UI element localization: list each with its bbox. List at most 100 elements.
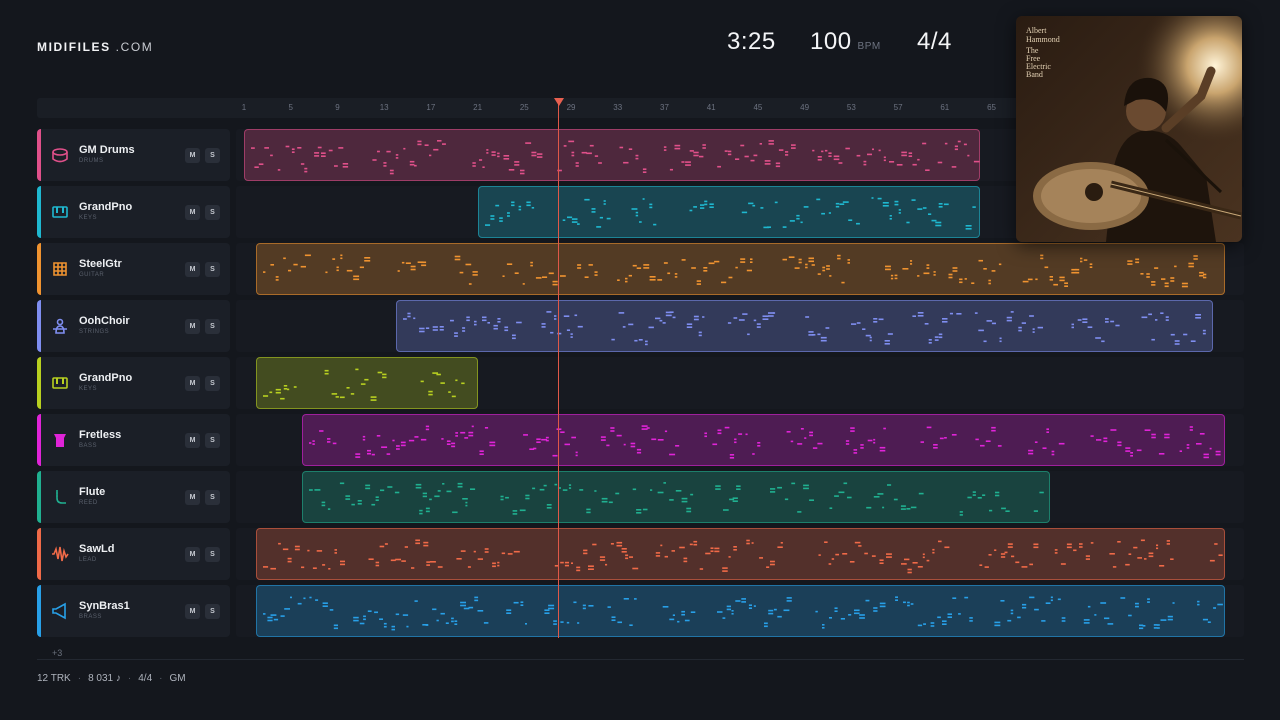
track-lane[interactable] <box>236 528 1244 580</box>
solo-button[interactable]: S <box>205 148 220 163</box>
guitar-icon <box>51 260 69 278</box>
track-category: BRASS <box>79 614 102 620</box>
track-count: 12 TRK <box>37 673 71 684</box>
ruler-tick: 45 <box>753 103 763 112</box>
midi-region[interactable] <box>302 414 1226 466</box>
solo-button[interactable]: S <box>205 319 220 334</box>
track-lane[interactable] <box>236 414 1244 466</box>
track-lane[interactable] <box>236 300 1244 352</box>
note-pattern <box>262 596 1223 631</box>
track-name: GM Drums <box>79 144 135 156</box>
track-category: REED <box>79 500 98 506</box>
bass-icon <box>51 431 69 449</box>
track-category: LEAD <box>79 557 97 563</box>
mute-button[interactable]: M <box>185 604 200 619</box>
solo-button[interactable]: S <box>205 547 220 562</box>
ruler-tick: 37 <box>660 103 669 112</box>
time-value: 3:25 <box>727 28 776 55</box>
ruler-tick: 49 <box>800 103 810 112</box>
drum-icon <box>51 146 69 164</box>
midi-region[interactable] <box>302 471 1050 523</box>
track-header[interactable]: GM Drums DRUMS M S <box>37 129 230 181</box>
brand-name: MIDIFILES <box>37 40 111 54</box>
solo-button[interactable]: S <box>205 490 220 505</box>
ruler-tick: 17 <box>426 103 436 112</box>
playhead-marker[interactable] <box>554 98 564 106</box>
album-title-line1: The <box>1026 46 1039 55</box>
album-title-line3: Electric <box>1026 62 1051 71</box>
tempo-display[interactable]: 100 BPM <box>810 28 881 58</box>
midi-region[interactable] <box>255 585 1226 637</box>
track-header[interactable]: GrandPno KEYS M S <box>37 357 230 409</box>
mute-button[interactable]: M <box>185 376 200 391</box>
note-pattern <box>309 482 1045 516</box>
solo-button[interactable]: S <box>205 205 220 220</box>
mute-button[interactable]: M <box>185 490 200 505</box>
note-pattern <box>262 254 1206 288</box>
track-color-bar <box>37 414 41 466</box>
track-category: STRINGS <box>79 329 110 335</box>
ruler-tick: 5 <box>288 103 293 112</box>
time-signature-display[interactable]: 4/4 <box>917 28 952 58</box>
midi-region[interactable] <box>244 129 980 181</box>
track-category: KEYS <box>79 386 98 392</box>
track-header[interactable]: Fretless BASS M S <box>37 414 230 466</box>
track-lane[interactable] <box>236 471 1244 523</box>
midi-region[interactable] <box>255 243 1226 295</box>
ruler-tick: 1 <box>241 103 247 112</box>
track-category: DRUMS <box>79 158 104 164</box>
track-header[interactable]: SteelGtr GUITAR M S <box>37 243 230 295</box>
track-color-bar <box>37 471 41 523</box>
track-color-bar <box>37 243 41 295</box>
album-title-line2: Free <box>1026 54 1041 63</box>
midi-region[interactable] <box>395 300 1214 352</box>
album-title-line4: Band <box>1026 70 1043 79</box>
playhead-line[interactable] <box>558 104 559 638</box>
time-display: 3:25 <box>727 28 776 58</box>
track-name: SawLd <box>79 543 115 555</box>
ruler-tick: 13 <box>379 103 389 112</box>
track-name: GrandPno <box>79 201 133 213</box>
solo-button[interactable]: S <box>205 262 220 277</box>
track-name: SteelGtr <box>79 258 122 270</box>
track-header[interactable]: OohChoir STRINGS M S <box>37 300 230 352</box>
waveform-icon <box>51 545 69 563</box>
note-count: 8 031 ♪ <box>88 673 121 684</box>
track-lane[interactable] <box>236 585 1244 637</box>
track-lane[interactable] <box>236 357 1244 409</box>
track-header[interactable]: SawLd LEAD M S <box>37 528 230 580</box>
midi-region[interactable] <box>255 357 478 409</box>
mute-button[interactable]: M <box>185 433 200 448</box>
track-header[interactable]: GrandPno KEYS M S <box>37 186 230 238</box>
separator-dot: · <box>159 673 163 684</box>
track-name: Fretless <box>79 429 122 441</box>
arrangement-lanes[interactable] <box>236 127 1244 637</box>
track-category: KEYS <box>79 215 98 221</box>
track-color-bar <box>37 585 41 637</box>
solo-button[interactable]: S <box>205 433 220 448</box>
track-color-bar <box>37 186 41 238</box>
track-color-bar <box>37 300 41 352</box>
midi-region[interactable] <box>477 186 980 238</box>
mute-button[interactable]: M <box>185 262 200 277</box>
note-pattern <box>262 539 1223 574</box>
track-header[interactable]: Flute REED M S <box>37 471 230 523</box>
mute-button[interactable]: M <box>185 148 200 163</box>
track-name: OohChoir <box>79 315 130 327</box>
note-pattern <box>484 197 976 230</box>
tempo-value: 100 <box>810 28 852 55</box>
piano-icon <box>51 374 69 392</box>
ruler-tick: 41 <box>706 103 716 112</box>
more-tracks-indicator[interactable]: +3 <box>52 648 63 658</box>
mute-button[interactable]: M <box>185 319 200 334</box>
solo-button[interactable]: S <box>205 604 220 619</box>
solo-button[interactable]: S <box>205 376 220 391</box>
mute-button[interactable]: M <box>185 205 200 220</box>
mute-button[interactable]: M <box>185 547 200 562</box>
timeline-ruler[interactable]: 1 5 9 13 17 21 25 29 33 37 41 45 49 53 57 61 65 <box>37 98 1244 118</box>
track-color-bar <box>37 528 41 580</box>
time-signature-value: 4/4 <box>917 28 952 55</box>
midi-region[interactable] <box>255 528 1226 580</box>
note-pattern <box>402 311 1206 346</box>
track-header[interactable]: SynBras1 BRASS M S <box>37 585 230 637</box>
